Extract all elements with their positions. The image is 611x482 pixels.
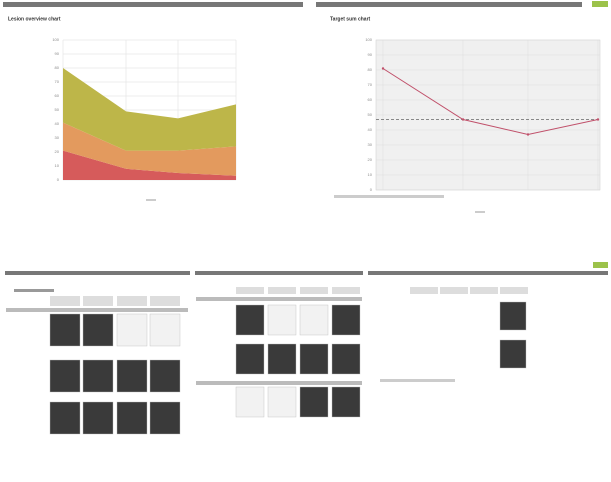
logo (593, 262, 608, 268)
chart-title: Lesion overview chart (8, 16, 61, 22)
section-title (14, 289, 54, 292)
thumbnail (499, 301, 527, 331)
y-tick-label: 10 (368, 172, 373, 177)
point (381, 67, 385, 70)
y-tick-label: 30 (55, 135, 60, 140)
area (63, 150, 236, 180)
header-bar (316, 2, 582, 7)
column-header (332, 287, 360, 294)
thumbnail (299, 304, 329, 336)
header-bar (195, 271, 363, 275)
thumbnail (235, 386, 265, 418)
thumbnail (116, 313, 148, 347)
thumbnail (331, 304, 361, 336)
y-tick-label: 20 (55, 149, 60, 154)
row-header (196, 381, 362, 385)
thumbnail (267, 386, 297, 418)
y-tick-label: 10 (55, 163, 60, 168)
y-tick-label: 30 (368, 142, 373, 147)
thumbnail (82, 401, 114, 435)
column-header (50, 296, 80, 306)
header-bar (368, 271, 608, 275)
thumbnail (149, 401, 181, 435)
point (461, 118, 465, 121)
column-header (236, 287, 264, 294)
column-header (410, 287, 438, 294)
thumbnail (235, 343, 265, 375)
area (63, 122, 236, 176)
column-header (268, 287, 296, 294)
y-tick-label: 20 (368, 157, 373, 162)
column-header (83, 296, 113, 306)
y-tick-label: 90 (368, 52, 373, 57)
chart-title: Target sum chart (330, 16, 371, 22)
thumbnail (49, 359, 81, 393)
header-bar (5, 271, 190, 275)
y-tick-label: 70 (368, 82, 373, 87)
column-header (300, 287, 328, 294)
column-header (500, 287, 528, 294)
thumbnail (499, 339, 527, 369)
y-tick-label: 60 (55, 93, 60, 98)
y-tick-label: 100 (365, 37, 372, 42)
header-bar (3, 2, 303, 7)
y-tick-label: 90 (55, 51, 60, 56)
note (380, 379, 455, 382)
thumbnail (299, 343, 329, 375)
thumbnail (149, 313, 181, 347)
y-tick-label: 100 (52, 37, 59, 42)
point (596, 118, 600, 121)
y-tick-label: 0 (57, 177, 60, 182)
thumbnail (49, 401, 81, 435)
thumbnail (82, 313, 114, 347)
area (63, 68, 236, 151)
y-tick-label: 50 (368, 112, 373, 117)
column-header (150, 296, 180, 306)
page-number (146, 199, 156, 201)
y-tick-label: 40 (368, 127, 373, 132)
y-tick-label: 0 (370, 187, 373, 192)
thumbnail (116, 359, 148, 393)
y-tick-label: 80 (368, 67, 373, 72)
lesion-snapshots (5, 262, 608, 435)
y-tick-label: 60 (368, 97, 373, 102)
thumbnail (149, 359, 181, 393)
thumbnail (267, 343, 297, 375)
column-header (470, 287, 498, 294)
thumbnail (82, 359, 114, 393)
line (382, 68, 599, 136)
thumbnail (49, 313, 81, 347)
logo (592, 1, 608, 7)
thumbnail (331, 386, 361, 418)
thumbnail (267, 304, 297, 336)
row-header (196, 297, 362, 301)
footnote (334, 195, 444, 198)
thumbnail (235, 304, 265, 336)
column-header (440, 287, 468, 294)
y-tick-label: 50 (55, 107, 60, 112)
row-header (6, 308, 188, 312)
y-tick-label: 80 (55, 65, 60, 70)
point (526, 133, 530, 136)
y-tick-label: 70 (55, 79, 60, 84)
column-header (117, 296, 147, 306)
y-tick-label: 40 (55, 121, 60, 126)
page-number (475, 211, 485, 213)
thumbnail (299, 386, 329, 418)
thumbnail-grid (49, 287, 528, 435)
thumbnail (331, 343, 361, 375)
thumbnail (116, 401, 148, 435)
